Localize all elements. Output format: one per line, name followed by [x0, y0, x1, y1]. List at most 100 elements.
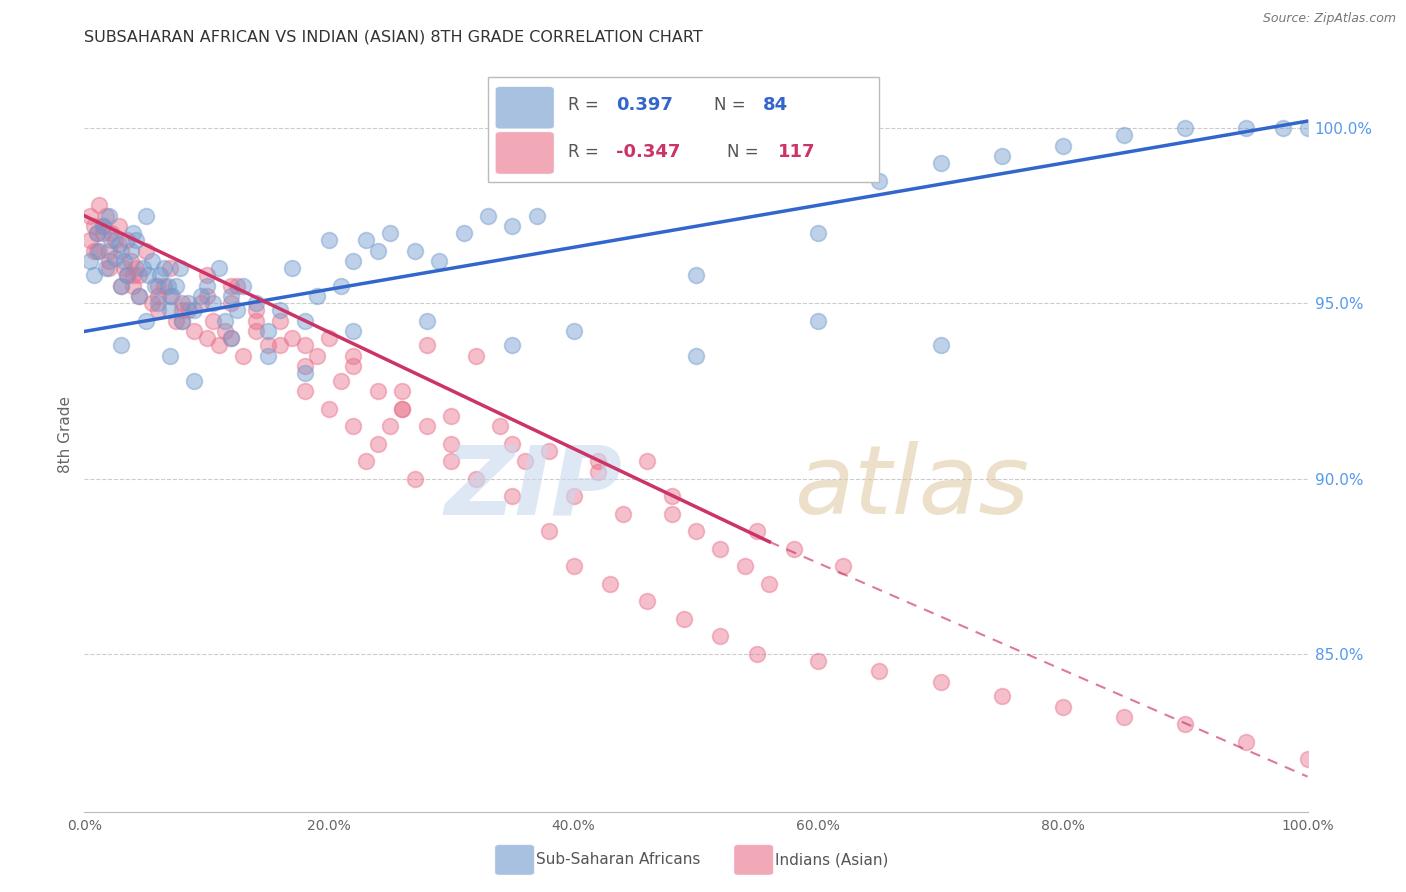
Point — [477, 209, 499, 223]
Text: atlas: atlas — [794, 442, 1029, 534]
Point — [391, 401, 413, 416]
Point — [172, 303, 194, 318]
Point — [1114, 128, 1136, 142]
Point — [538, 443, 561, 458]
Point — [177, 303, 200, 318]
Point — [219, 289, 242, 303]
Point — [991, 689, 1014, 703]
Point — [226, 303, 249, 318]
Point — [97, 209, 120, 223]
Point — [86, 227, 108, 241]
Point — [214, 325, 236, 339]
Text: Indians (Asian): Indians (Asian) — [775, 853, 889, 867]
Point — [783, 541, 806, 556]
Point — [929, 338, 952, 352]
Point — [294, 314, 316, 328]
Point — [1174, 717, 1197, 731]
Point — [404, 244, 426, 258]
Point — [1052, 138, 1074, 153]
Point — [201, 314, 224, 328]
Point — [219, 331, 242, 345]
Point — [83, 268, 105, 283]
Point — [807, 314, 830, 328]
Point — [91, 219, 114, 234]
Point — [318, 233, 340, 247]
Point — [219, 278, 242, 293]
Point — [807, 654, 830, 668]
Point — [195, 268, 218, 283]
Point — [79, 233, 101, 247]
Point — [190, 289, 212, 303]
Point — [226, 278, 249, 293]
Y-axis label: 8th Grade: 8th Grade — [58, 396, 73, 474]
Point — [172, 296, 194, 310]
Point — [526, 209, 548, 223]
Point — [294, 367, 316, 381]
Point — [97, 254, 120, 268]
Point — [1296, 752, 1319, 766]
Point — [661, 489, 683, 503]
Point — [269, 303, 291, 318]
Point — [165, 314, 187, 328]
Text: 84: 84 — [763, 96, 789, 114]
Point — [100, 233, 122, 247]
Point — [807, 227, 830, 241]
Point — [464, 349, 486, 363]
Point — [257, 349, 280, 363]
Point — [120, 244, 142, 258]
Point — [107, 219, 129, 234]
Point — [269, 314, 291, 328]
Point — [172, 314, 194, 328]
Point — [747, 524, 769, 539]
Point — [112, 254, 135, 268]
Point — [165, 278, 187, 293]
Point — [141, 254, 163, 268]
Point — [929, 156, 952, 170]
Point — [318, 401, 340, 416]
Point — [636, 454, 658, 468]
Point — [245, 314, 267, 328]
Point — [208, 261, 231, 276]
Point — [177, 296, 200, 310]
Point — [245, 303, 267, 318]
Point — [342, 419, 364, 434]
Point — [141, 296, 163, 310]
Point — [929, 675, 952, 690]
Point — [86, 227, 108, 241]
Text: N =: N = — [727, 144, 758, 161]
Point — [195, 331, 218, 345]
Point — [135, 244, 157, 258]
Point — [91, 219, 114, 234]
Point — [146, 278, 169, 293]
Point — [991, 149, 1014, 163]
Point — [294, 384, 316, 398]
Point — [97, 261, 120, 276]
Text: 0.397: 0.397 — [616, 96, 673, 114]
Text: Sub-Saharan Africans: Sub-Saharan Africans — [536, 853, 700, 867]
Point — [342, 359, 364, 374]
Point — [156, 278, 179, 293]
Point — [380, 227, 402, 241]
Point — [135, 314, 157, 328]
Point — [464, 472, 486, 486]
Text: -0.347: -0.347 — [616, 144, 681, 161]
Point — [869, 174, 891, 188]
Point — [159, 349, 181, 363]
Point — [125, 261, 148, 276]
Point — [232, 349, 254, 363]
Point — [143, 278, 166, 293]
Point — [502, 436, 524, 450]
Point — [404, 472, 426, 486]
Point — [83, 219, 105, 234]
FancyBboxPatch shape — [488, 77, 880, 182]
Point — [367, 244, 389, 258]
Point — [758, 577, 780, 591]
Point — [416, 314, 439, 328]
Point — [380, 419, 402, 434]
Point — [586, 465, 609, 479]
Point — [219, 296, 242, 310]
Point — [128, 289, 150, 303]
Point — [305, 289, 328, 303]
Point — [257, 325, 280, 339]
Point — [330, 278, 353, 293]
